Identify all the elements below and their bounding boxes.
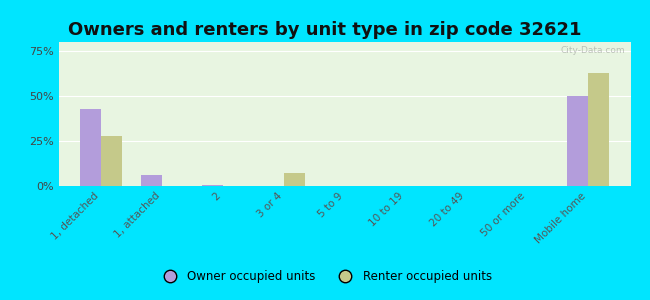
Bar: [101, 136, 122, 186]
Text: Owners and renters by unit type in zip code 32621: Owners and renters by unit type in zip c…: [68, 21, 582, 39]
Bar: [283, 173, 305, 186]
Text: City-Data.com: City-Data.com: [560, 46, 625, 55]
Bar: [202, 185, 223, 186]
Bar: [140, 175, 162, 186]
Bar: [80, 109, 101, 186]
Legend: Owner occupied units, Renter occupied units: Owner occupied units, Renter occupied un…: [153, 266, 497, 288]
Bar: [567, 96, 588, 186]
Bar: [588, 73, 609, 186]
